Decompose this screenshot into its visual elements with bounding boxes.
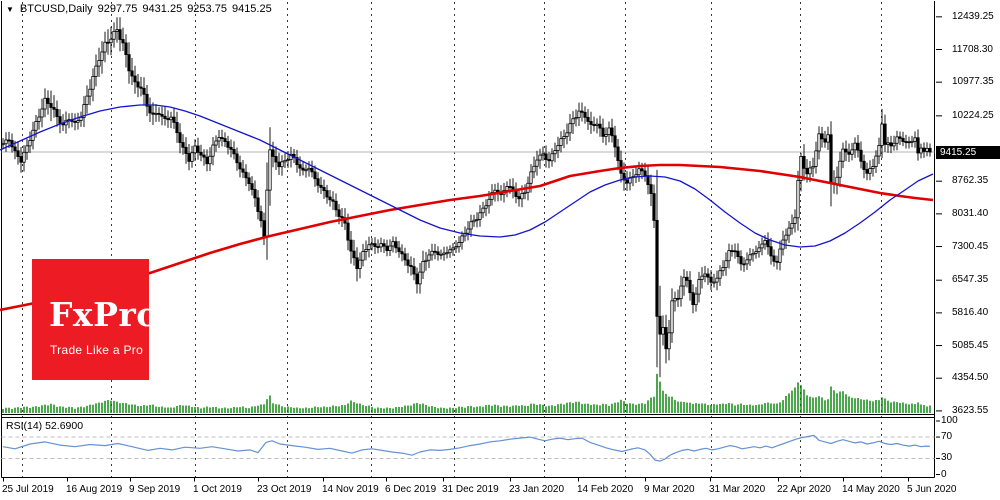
price-axis-label: 8031.40	[952, 207, 989, 219]
price-axis-label: 6547.35	[952, 274, 989, 286]
date-axis-label: 1 Oct 2019	[193, 484, 242, 495]
price-axis-label: 11708.30	[952, 43, 993, 55]
moving-averages-layer	[0, 104, 934, 312]
price-axis-label: 10224.25	[952, 109, 994, 121]
date-axis-label: 16 Aug 2019	[66, 484, 123, 495]
date-axis-label: 9 Sep 2019	[129, 484, 181, 495]
date-axis-label: 9 Mar 2020	[644, 484, 695, 495]
ohlc-high-value: 9431.25	[142, 3, 183, 15]
candles-layer	[1, 17, 932, 378]
rsi-axis-label: 100	[941, 415, 958, 426]
chart-header: ▼ BTCUSD,Daily 9297.75 9431.25 9253.75 9415.2…	[6, 3, 277, 15]
rsi-axis-label: 70	[941, 431, 953, 443]
price-axis-label: 10977.35	[952, 76, 994, 88]
date-axis-label: 14 May 2020	[842, 484, 900, 495]
price-axis-label: 5085.45	[952, 339, 989, 351]
rsi-panel-layer	[1, 434, 935, 462]
rsi-axis-label: 0	[941, 468, 947, 480]
price-axis-label: 12439.25	[952, 10, 994, 22]
date-axis-label: 14 Nov 2019	[322, 484, 379, 495]
date-axis-label: 31 Dec 2019	[442, 484, 499, 495]
fxpro-logo-tagline: Trade Like a Pro	[50, 343, 144, 357]
month-separator-gridlines	[22, 2, 882, 478]
symbol-dropdown-arrow-icon[interactable]: ▼	[6, 5, 14, 14]
ohlc-open-value: 9297.75	[97, 3, 138, 15]
price-axis-label: 5816.40	[952, 306, 989, 318]
date-axis-label: 6 Dec 2019	[385, 484, 437, 495]
rsi-line	[2, 434, 931, 462]
rsi-indicator-label: RSI(14) 52.6900	[6, 420, 84, 432]
date-axis-label: 25 Jul 2019	[2, 484, 54, 495]
fxpro-logo: FxPro Trade Like a Pro	[32, 259, 159, 380]
axis-ticks	[3, 16, 942, 482]
volume-bars-layer	[2, 373, 931, 413]
date-axis-label: 23 Jan 2020	[509, 484, 565, 495]
ma-fast-blue-line	[0, 104, 934, 248]
price-axis-label: 7300.45	[952, 240, 989, 252]
date-axis-label: 31 Mar 2020	[709, 484, 766, 495]
symbol-period-label: BTCUSD,Daily	[19, 3, 93, 15]
price-axis-label: 4354.50	[952, 372, 989, 384]
current-price-badge: 9415.25	[936, 145, 1000, 159]
ohlc-close-value: 9415.25	[231, 3, 272, 15]
date-axis-label: 14 Feb 2020	[577, 484, 634, 495]
price-axis-label: 3623.55	[952, 404, 989, 416]
ohlc-low-value: 9253.75	[187, 3, 227, 15]
rsi-axis-label: 30	[941, 452, 953, 464]
ma-slow-red-line	[0, 163, 934, 312]
price-axis-label: 8762.35	[952, 175, 989, 187]
fxpro-logo-title: FxPro	[49, 295, 159, 334]
date-axis-label: 5 Jun 2020	[907, 484, 957, 495]
date-axis-label: 22 Apr 2020	[777, 484, 831, 495]
date-axis-label: 23 Oct 2019	[257, 484, 312, 495]
